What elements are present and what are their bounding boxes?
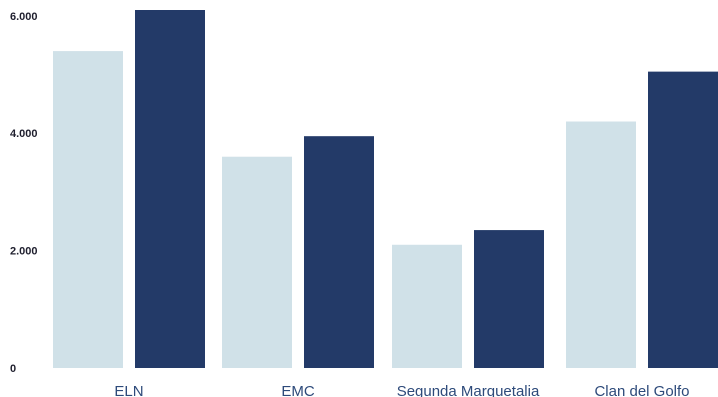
bar-clan-del-golfo-series-2 bbox=[648, 71, 718, 368]
x-tick-label: Clan del Golfo bbox=[594, 383, 689, 397]
y-axis: 0 2.000 4.000 6.000 bbox=[10, 11, 38, 375]
y-tick-label: 0 bbox=[10, 363, 16, 375]
y-tick-label: 2.000 bbox=[10, 246, 38, 258]
x-tick-label: ELN bbox=[114, 383, 143, 397]
bar-emc-series-2 bbox=[304, 136, 374, 368]
bar-segunda-marquetalia-series-1 bbox=[392, 244, 462, 368]
bar-eln-series-1 bbox=[53, 51, 123, 368]
bar-segunda-marquetalia-series-2 bbox=[474, 230, 544, 368]
bars-layer bbox=[53, 10, 718, 368]
y-tick-label: 6.000 bbox=[10, 11, 38, 23]
x-axis: ELN EMC Segunda Marquetalia Clan del Golfo bbox=[114, 383, 689, 397]
x-tick-label: Segunda Marquetalia bbox=[397, 383, 540, 397]
x-tick-label: EMC bbox=[281, 383, 315, 397]
bar-emc-series-1 bbox=[222, 156, 292, 368]
bar-eln-series-2 bbox=[135, 10, 205, 368]
y-tick-label: 4.000 bbox=[10, 128, 38, 140]
bar-clan-del-golfo-series-1 bbox=[566, 121, 636, 368]
